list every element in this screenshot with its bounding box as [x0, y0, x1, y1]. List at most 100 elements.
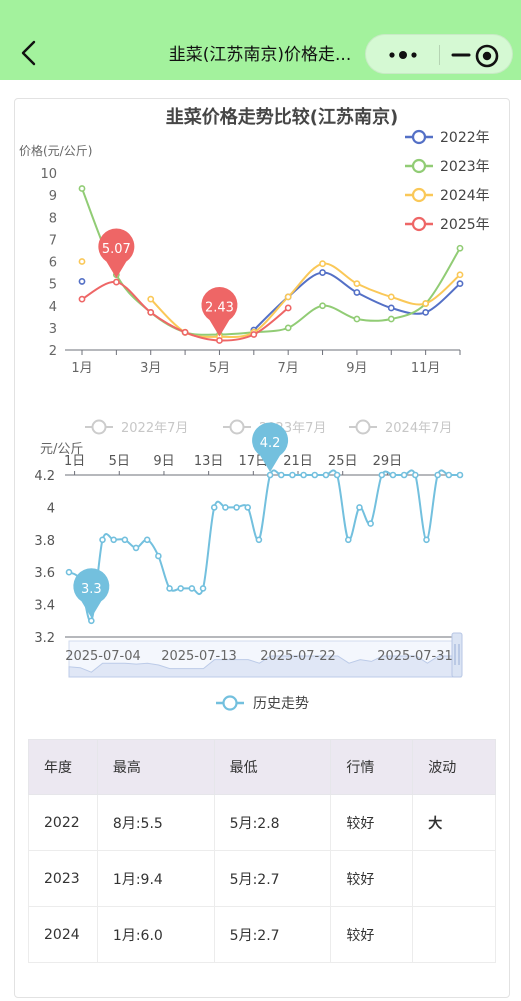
- capsule-divider: [439, 45, 440, 65]
- cell-market: 较好: [330, 906, 414, 963]
- series-2-line: [150, 262, 461, 339]
- chart1-title: 韭菜价格走势比较(江苏南京): [166, 106, 398, 128]
- chart2-bottom-tick-label: 2025-07-04: [65, 649, 141, 664]
- history-point: [289, 471, 296, 479]
- series-0-point: [78, 278, 86, 285]
- legend-label-3: 2025年: [440, 217, 490, 233]
- history-point: [88, 617, 95, 625]
- history-point: [244, 504, 252, 511]
- chart2-top-tick-label: 17日: [239, 454, 269, 469]
- history-line: [68, 469, 460, 623]
- series-3-point: [216, 337, 223, 344]
- cell-volatility: 大: [412, 794, 496, 851]
- series-2-point: [387, 293, 395, 301]
- chart2-marker-1-pin: [252, 422, 289, 472]
- cell-min: 5月:2.7: [213, 850, 332, 907]
- col-max: 最高: [96, 739, 215, 795]
- history-point: [143, 536, 151, 544]
- history-point: [367, 520, 374, 527]
- table-row: 2022 8月:5.5 5月:2.8 较好 大: [28, 794, 496, 851]
- series-1-point: [284, 324, 292, 332]
- col-volatility: 波动: [412, 739, 496, 795]
- history-point: [434, 471, 441, 479]
- col-min: 最低: [213, 739, 332, 795]
- close-target-icon[interactable]: [474, 43, 500, 69]
- history-point: [99, 536, 106, 544]
- series-1-point: [387, 315, 395, 323]
- chart2-marker-1-label: 4.2: [260, 436, 281, 451]
- chart2-bottom-tick-label: 2025-07-13: [161, 649, 237, 664]
- page-title: 韭菜(江苏南京)价格走...: [168, 45, 352, 65]
- chart2-inactive-legend-marker: [355, 419, 371, 435]
- history-point: [233, 504, 240, 511]
- series-2-point: [422, 300, 430, 307]
- chart2-y-tick-label: 3.4: [34, 599, 55, 614]
- chart2-y-tick-label: 4: [47, 501, 55, 516]
- series-1-point: [353, 315, 361, 323]
- cell-year: 2024: [28, 906, 98, 963]
- cell-max: 8月:5.5: [96, 794, 215, 851]
- history-point: [456, 471, 464, 479]
- chart2-top-tick-label: 5日: [109, 454, 130, 469]
- history-point: [65, 568, 73, 576]
- chart2-top-tick-label: 9日: [153, 454, 174, 469]
- history-point: [400, 471, 408, 479]
- series-2-point: [78, 258, 86, 265]
- history-point: [311, 471, 319, 479]
- history-point: [155, 552, 162, 560]
- cell-max: 1月:9.4: [96, 850, 215, 907]
- cell-volatility: [412, 850, 496, 907]
- chart2-inactive-legend-label: 2024年7月: [385, 421, 452, 436]
- chart2-y-tick-label: 3.8: [34, 534, 55, 549]
- cell-max: 1月:6.0: [96, 906, 215, 963]
- chart2-marker-0-label: 3.3: [81, 582, 102, 597]
- chart1-marker-1-label: 2.43: [205, 300, 234, 315]
- chart1-y-tick-label: 3: [49, 322, 57, 337]
- chart2-inactive-legend-marker: [229, 419, 245, 435]
- series-0-point: [387, 304, 395, 312]
- history-point: [266, 471, 274, 479]
- series-2-point: [319, 260, 326, 268]
- series-2-point: [353, 280, 361, 288]
- chart2-marker-0-pin: [73, 568, 110, 618]
- legend-marker-1: [411, 158, 427, 174]
- chart2-inactive-legend-label: 2022年7月: [121, 421, 188, 436]
- series-2-point: [147, 295, 155, 303]
- chart1-marker-1-pin: [201, 286, 238, 337]
- chart1-marker-0-pin: [98, 228, 135, 279]
- minimize-icon[interactable]: [450, 45, 472, 65]
- chart1-y-tick-label: 8: [49, 211, 57, 226]
- chart1-x-tick-label: 9月: [346, 361, 367, 376]
- chart2-y-tick-label: 3.6: [34, 566, 55, 581]
- zoom-slider-handle: [451, 632, 463, 678]
- chart1-x-tick-label: 3月: [140, 361, 161, 376]
- history-point: [132, 544, 140, 552]
- history-point: [344, 536, 352, 544]
- chart1-marker-0-label: 5.07: [102, 242, 131, 257]
- chart1-y-tick-label: 6: [49, 256, 57, 271]
- chart2-y-tick-label: 3.2: [34, 631, 55, 646]
- history-point: [199, 585, 207, 592]
- legend-label-1: 2023年: [440, 159, 490, 175]
- legend-label-2: 2024年: [440, 188, 490, 204]
- history-point: [255, 536, 263, 544]
- chart2-y-tick-label: 4.2: [34, 469, 55, 484]
- more-dots-icon[interactable]: [384, 48, 424, 62]
- chart2-top-tick-label: 21日: [283, 454, 313, 469]
- history-point: [177, 585, 185, 592]
- series-1-point: [78, 185, 86, 192]
- back-arrow-icon[interactable]: [18, 38, 40, 68]
- history-legend-label: 历史走势: [253, 696, 309, 712]
- cell-market: 较好: [330, 794, 414, 851]
- history-point: [322, 471, 330, 479]
- chart1-x-tick-label: 5月: [209, 361, 230, 376]
- series-1-point: [456, 244, 464, 252]
- capsule-menu: [365, 34, 513, 74]
- cell-volatility: [412, 906, 496, 963]
- history-point: [412, 471, 419, 479]
- chart1-y-tick-label: 7: [49, 233, 57, 248]
- chart1-x-tick-label: 1月: [71, 361, 92, 376]
- charts-canvas: 韭菜价格走势比较(江苏南京) 价格(元/公斤) 2 3 4 5 6 7 8 9 10 1月 3月 5月 7月…: [19, 106, 490, 712]
- cell-min: 5月:2.8: [213, 794, 332, 851]
- history-point: [222, 504, 229, 511]
